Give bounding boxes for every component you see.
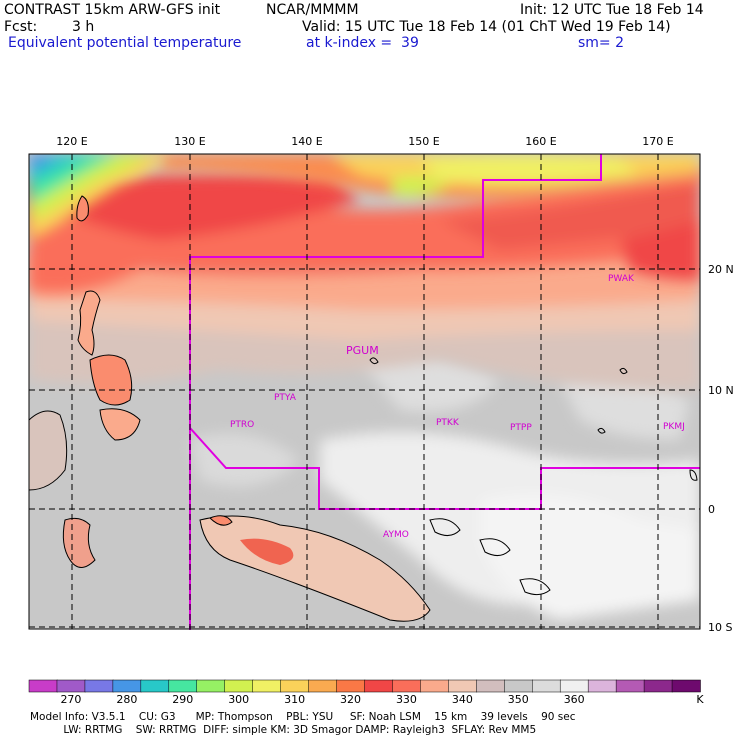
color-swatch <box>615 679 645 693</box>
color-swatch <box>252 679 282 693</box>
color-swatch <box>280 679 310 693</box>
model-info-line-1: Model Info: V3.5.1 CU: G3 MP: Thompson P… <box>30 711 576 723</box>
lat-label: 0 <box>708 503 715 516</box>
colorbar-tick-label: 300 <box>228 693 250 706</box>
level-label: at k-index = 39 <box>306 35 419 51</box>
station-label: PGUM <box>346 344 379 357</box>
color-swatch <box>392 679 422 693</box>
lon-label: 140 E <box>291 135 322 148</box>
color-swatch <box>504 679 534 693</box>
station-label: PKMJ <box>663 422 685 432</box>
color-swatch <box>28 679 58 693</box>
colorbar-tick-label: 270 <box>60 693 82 706</box>
color-swatch <box>56 679 86 693</box>
color-swatch <box>196 679 226 693</box>
station-label: PWAK <box>608 274 635 284</box>
color-swatch <box>140 679 170 693</box>
station-label: PTYA <box>274 393 297 403</box>
color-swatch <box>559 679 589 693</box>
color-swatch <box>532 679 561 693</box>
color-swatch <box>168 679 198 693</box>
smoothing-label: sm= 2 <box>578 35 625 51</box>
station-label: AYMO <box>383 530 409 540</box>
init-time: Init: 12 UTC Tue 18 Feb 14 <box>520 2 704 18</box>
color-swatch <box>112 679 142 693</box>
color-swatch <box>420 679 450 693</box>
color-swatch <box>308 679 338 693</box>
field-name: Equivalent potential temperature <box>8 35 242 51</box>
colorbar-tick-label: 290 <box>172 693 194 706</box>
colorbar-tick-label: 320 <box>340 693 362 706</box>
lon-label: 130 E <box>174 135 205 148</box>
color-swatch <box>643 679 673 693</box>
colorbar-tick-label: 310 <box>284 693 306 706</box>
lat-label: 20 N <box>708 263 734 276</box>
lat-label: 10 N <box>708 384 734 397</box>
model-info-line-2: LW: RRTMG SW: RRTMG DIFF: simple KM: 3D … <box>30 724 537 736</box>
color-swatch <box>224 679 254 693</box>
theta-e-field <box>29 154 700 629</box>
color-swatch <box>448 679 478 693</box>
forecast-hour: 3 h <box>72 19 95 35</box>
color-swatch <box>671 679 701 693</box>
lon-label: 160 E <box>525 135 556 148</box>
color-swatch <box>336 679 366 693</box>
model-title: CONTRAST 15km ARW-GFS init <box>4 2 221 18</box>
colorbar-tick-label: K <box>696 693 704 706</box>
colorbar-tick-label: 360 <box>563 693 585 706</box>
colorbar-tick-label: 280 <box>116 693 138 706</box>
colorbar-tick-label: 330 <box>395 693 417 706</box>
station-label: PTKK <box>436 418 460 428</box>
color-swatch <box>587 679 617 693</box>
color-scale-bar <box>28 679 701 693</box>
lat-label: 10 S <box>708 621 732 634</box>
color-swatch <box>364 679 394 693</box>
organization-label: NCAR/MMMM <box>266 2 359 18</box>
station-label: PTPP <box>510 423 532 433</box>
lat-lon-grid <box>29 154 700 629</box>
station-label: PTRO <box>230 420 254 430</box>
colorbar-tick-label: 340 <box>451 693 473 706</box>
forecast-label: Fcst: <box>4 19 38 35</box>
lon-label: 170 E <box>642 135 673 148</box>
valid-time: Valid: 15 UTC Tue 18 Feb 14 (01 ChT Wed … <box>302 19 671 35</box>
map-frame <box>28 153 701 630</box>
lon-label: 120 E <box>56 135 87 148</box>
color-swatch <box>84 679 114 693</box>
lon-label: 150 E <box>408 135 439 148</box>
color-swatch <box>476 679 506 693</box>
colorbar-tick-label: 350 <box>507 693 529 706</box>
